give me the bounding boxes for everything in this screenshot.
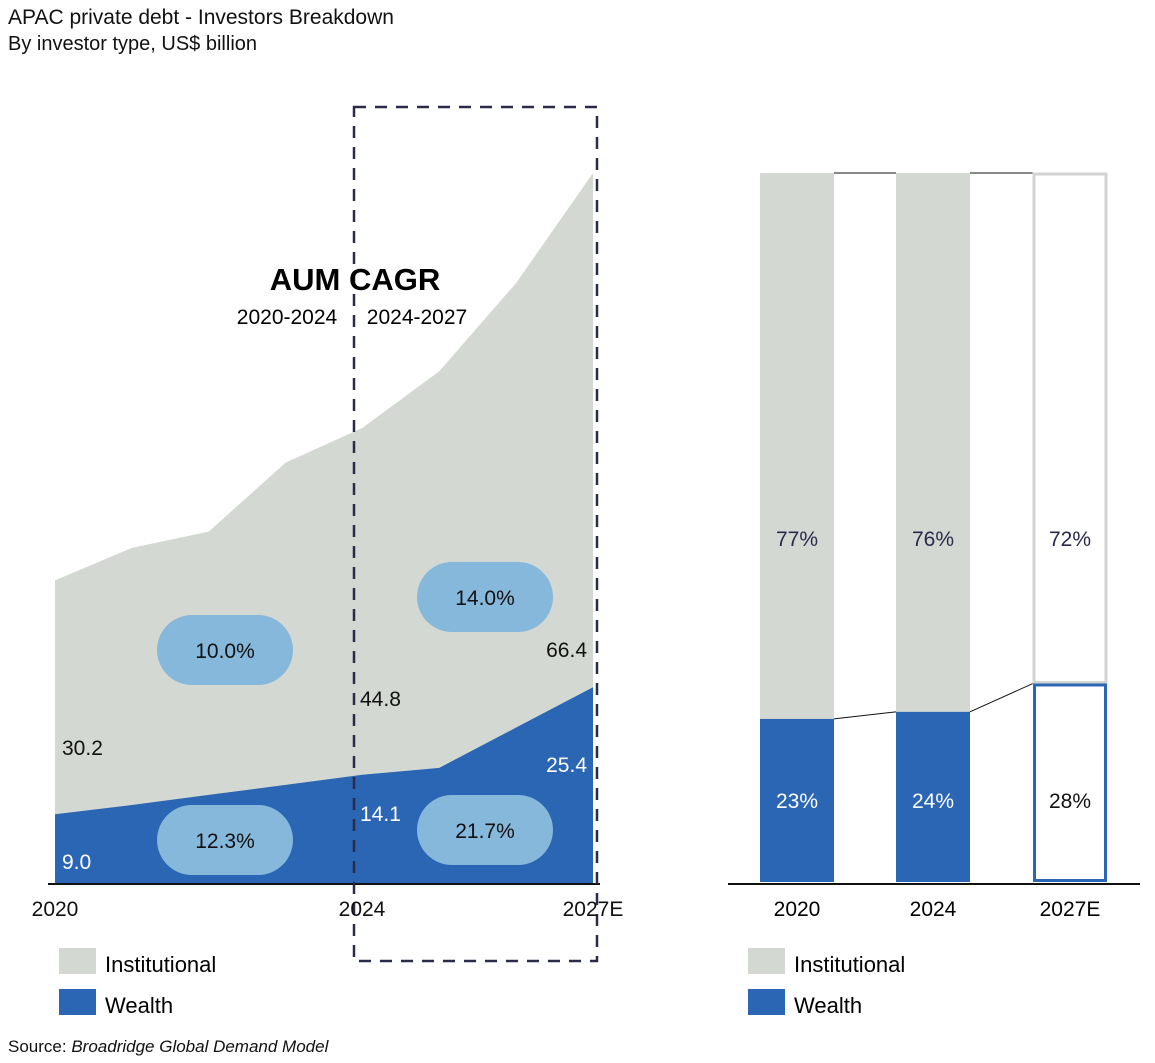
legend-label: Institutional [794, 952, 905, 977]
chart-subtitle: By investor type, US$ billion [8, 33, 258, 55]
bar-wealth [896, 711, 970, 882]
bar-label-wealth: 24% [912, 790, 954, 813]
cagr-value: 21.7% [455, 820, 515, 843]
bar-wealth [1033, 683, 1107, 882]
connector-line [969, 683, 1034, 713]
data-label-wealth: 14.1 [360, 803, 401, 826]
x-tick-label: 2024 [910, 898, 957, 921]
cagr-pill [157, 615, 293, 685]
source-name: Broadridge Global Demand Model [71, 1037, 329, 1056]
legend-swatch [748, 948, 785, 974]
bar-institutional [760, 173, 834, 719]
period-label: 2020-2024 [237, 306, 338, 329]
cagr-pill [417, 562, 553, 632]
period-label: 2024-2027 [367, 306, 467, 329]
bar-wealth [760, 718, 834, 882]
data-label-wealth: 9.0 [62, 851, 91, 874]
cagr-value: 10.0% [195, 640, 255, 663]
cagr-value: 12.3% [195, 830, 255, 853]
cagr-period-box [352, 105, 599, 963]
bar-label-wealth: 23% [776, 790, 818, 813]
cagr-title: AUM CAGR [270, 262, 441, 297]
bar-institutional [896, 173, 970, 712]
x-tick-label: 2027E [563, 898, 624, 921]
bar-label-institutional: 76% [912, 528, 954, 551]
bar-label-institutional: 72% [1049, 528, 1091, 551]
legend-swatch [59, 948, 96, 974]
bar-institutional [1032, 172, 1108, 684]
source-label: Source: [8, 1037, 67, 1056]
legend-swatch [748, 989, 785, 1015]
chart-title: APAC private debt - Investors Breakdown [8, 6, 394, 29]
legend-label: Wealth [794, 993, 862, 1018]
data-label-institutional: 30.2 [62, 737, 103, 760]
legend-label: Institutional [105, 952, 216, 977]
data-label-wealth: 25.4 [546, 754, 587, 777]
connector-line [833, 711, 897, 720]
x-tick-label: 2027E [1040, 898, 1101, 921]
institutional-area [55, 173, 593, 884]
data-label-institutional: 44.8 [360, 688, 401, 711]
bar-label-institutional: 77% [776, 528, 818, 551]
legend-label: Wealth [105, 993, 173, 1018]
x-tick-label: 2024 [339, 898, 386, 921]
data-label-institutional: 66.4 [546, 639, 587, 662]
cagr-value: 14.0% [455, 587, 515, 610]
x-tick-label: 2020 [774, 898, 821, 921]
legend-swatch [59, 989, 96, 1015]
cagr-pill [417, 795, 553, 865]
cagr-pill [157, 805, 293, 875]
bar-label-wealth: 28% [1049, 790, 1091, 813]
source-note: Source: Broadridge Global Demand Model [8, 1037, 328, 1057]
x-tick-label: 2020 [32, 898, 79, 921]
